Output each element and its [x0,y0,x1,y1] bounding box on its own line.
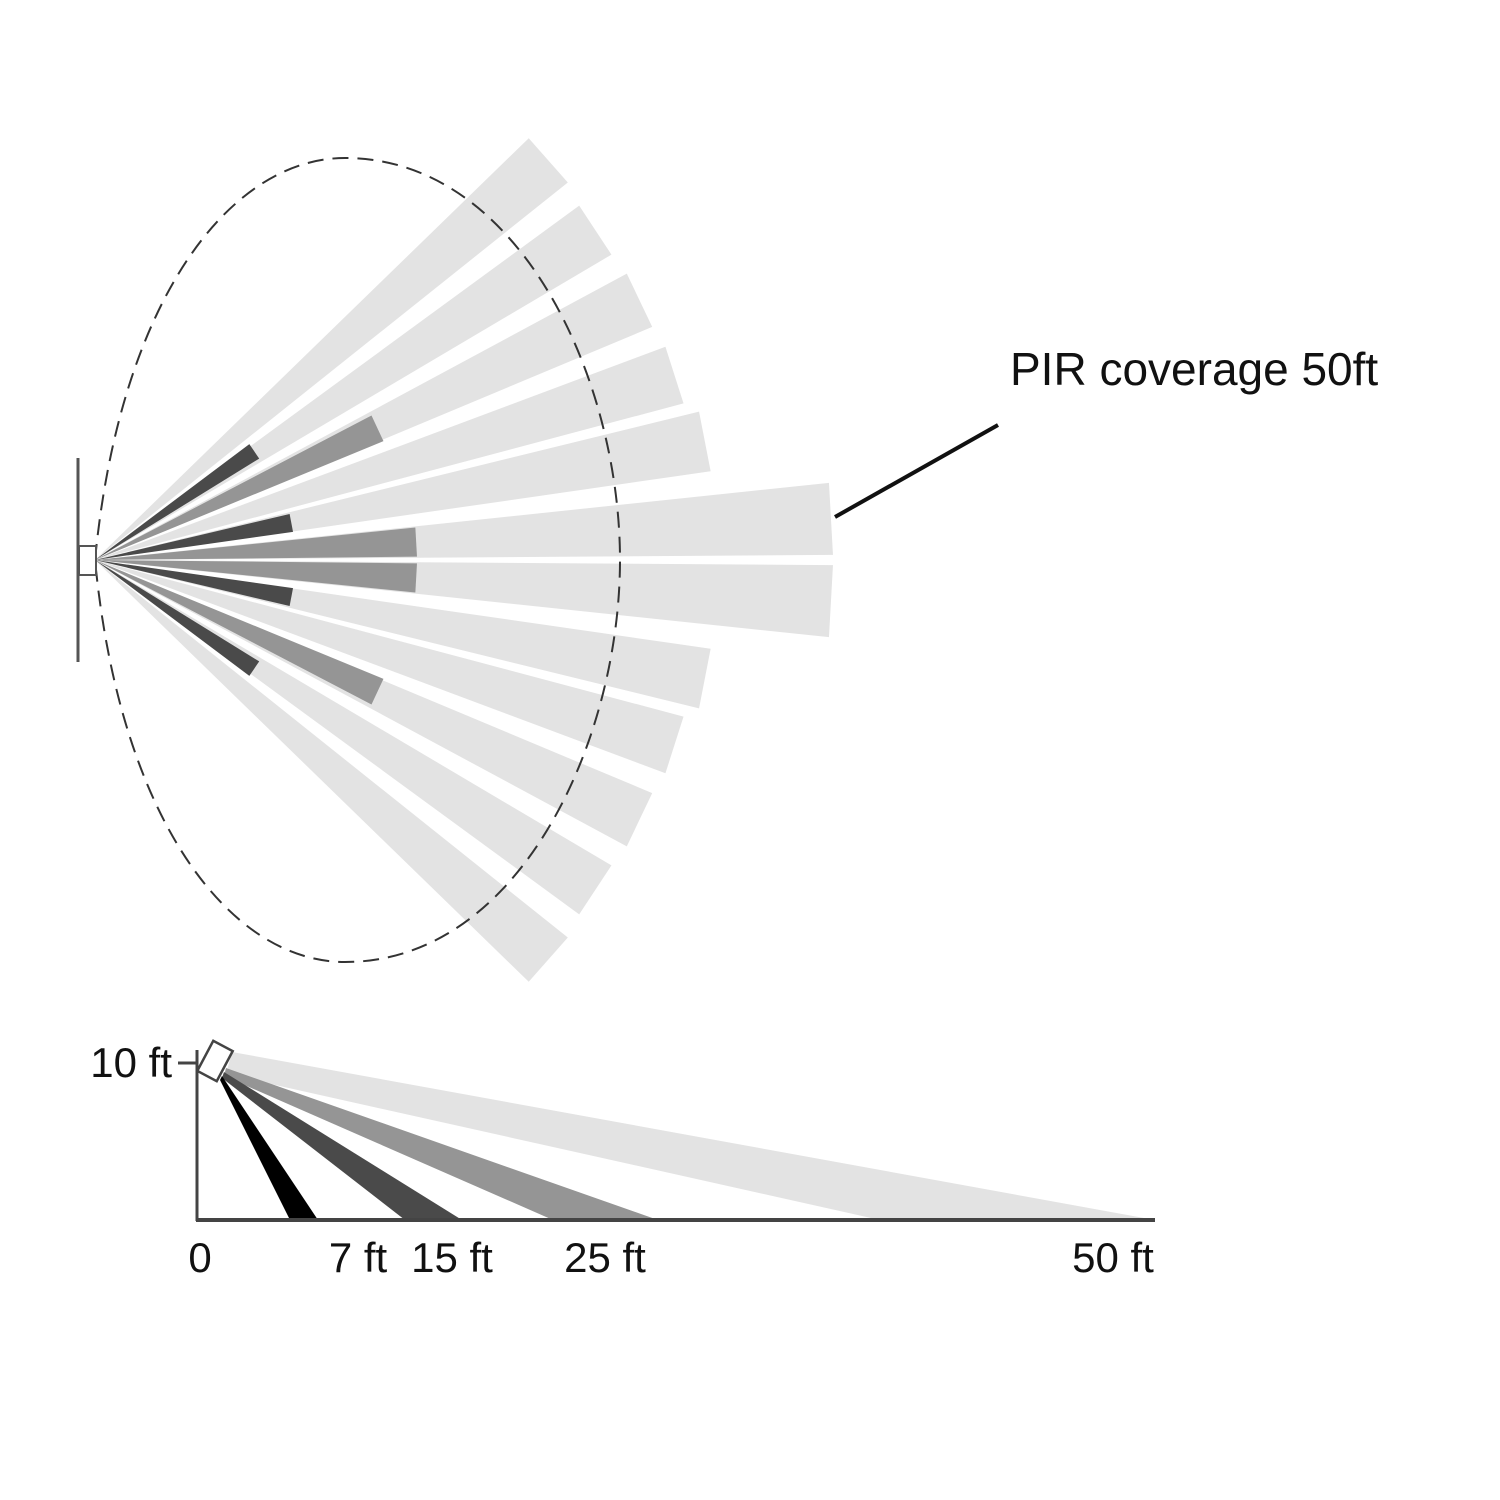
coverage-outline [94,156,622,964]
distance-label: 50 ft [1072,1234,1154,1281]
beam-far [226,1052,1155,1220]
beam [95,138,568,560]
short-beam [95,444,260,560]
distance-label: 0 [188,1234,211,1281]
beam [95,560,711,709]
beam-closest [220,1076,318,1220]
top-view-beams [95,138,833,982]
short-beam [95,560,417,593]
short-beam [95,560,294,607]
height-label: 10 ft [90,1039,172,1086]
beam [95,560,568,982]
distance-label: 7 ft [329,1234,388,1281]
sensor-side [195,1039,235,1083]
short-beam [95,513,294,560]
beam-mid [224,1068,658,1220]
distance-label: 15 ft [411,1234,493,1281]
beam [95,411,711,560]
short-beam [95,560,260,676]
beam [95,482,833,560]
beam-near [222,1072,462,1220]
distance-labels: 0 7 ft 15 ft 25 ft 50 ft [188,1234,1154,1281]
sensor-top [78,545,97,576]
beam [95,346,684,560]
beam [95,560,684,774]
beam [95,560,833,638]
short-beam [95,415,384,560]
side-view: 10 ft 0 7 ft 15 ft 25 ft 50 ft [90,1039,1155,1281]
distance-label: 25 ft [564,1234,646,1281]
short-beam [95,527,417,560]
leader-line [834,423,999,519]
annotation: PIR coverage 50ft [1010,343,1378,395]
short-beam [95,560,384,705]
